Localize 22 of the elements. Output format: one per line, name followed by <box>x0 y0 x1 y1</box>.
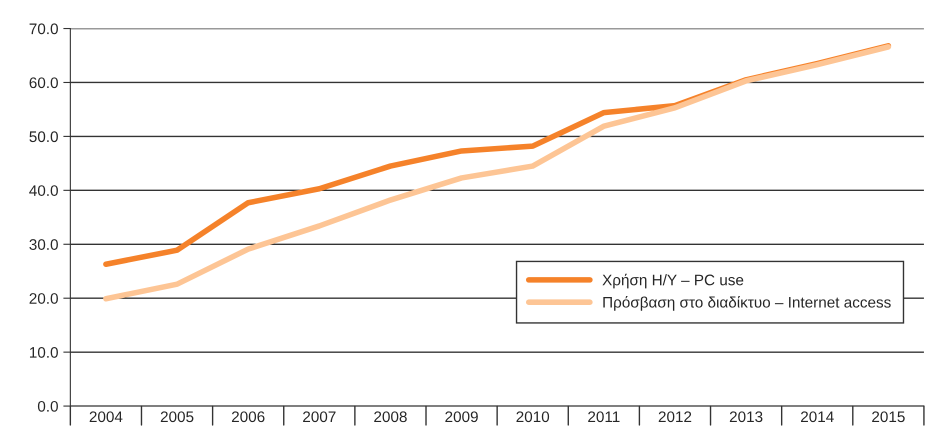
y-tick-label: 50.0 <box>29 131 58 142</box>
x-tick-label: 2012 <box>658 411 692 422</box>
x-tick-label: 2006 <box>232 411 265 422</box>
x-tick-label: 2014 <box>801 411 834 422</box>
x-tick-label: 2007 <box>303 411 336 422</box>
y-tick-label: 40.0 <box>29 185 58 196</box>
y-tick-label: 20.0 <box>30 293 58 304</box>
x-tick-label: 2008 <box>374 411 407 422</box>
x-tick-label: 2005 <box>160 411 194 422</box>
y-tick-label: 0.0 <box>38 400 58 412</box>
x-tick-label: 2011 <box>588 411 620 422</box>
x-tick-label: 2010 <box>516 411 550 422</box>
y-tick-label: 70.0 <box>30 23 58 34</box>
y-tick-label: 10.0 <box>30 347 58 358</box>
x-tick-label: 2015 <box>872 411 905 422</box>
legend-label: Πρόσβαση στο διαδίκτυο – Internet access <box>603 296 891 311</box>
y-tick-label: 60.0 <box>30 77 58 88</box>
legend-label: Χρήση Η/Υ – PC use <box>602 274 744 288</box>
x-tick-label: 2004 <box>90 411 122 422</box>
x-tick-label: 2009 <box>445 411 478 422</box>
x-tick-label: 2013 <box>730 411 762 422</box>
y-tick-label: 30.0 <box>29 239 58 250</box>
